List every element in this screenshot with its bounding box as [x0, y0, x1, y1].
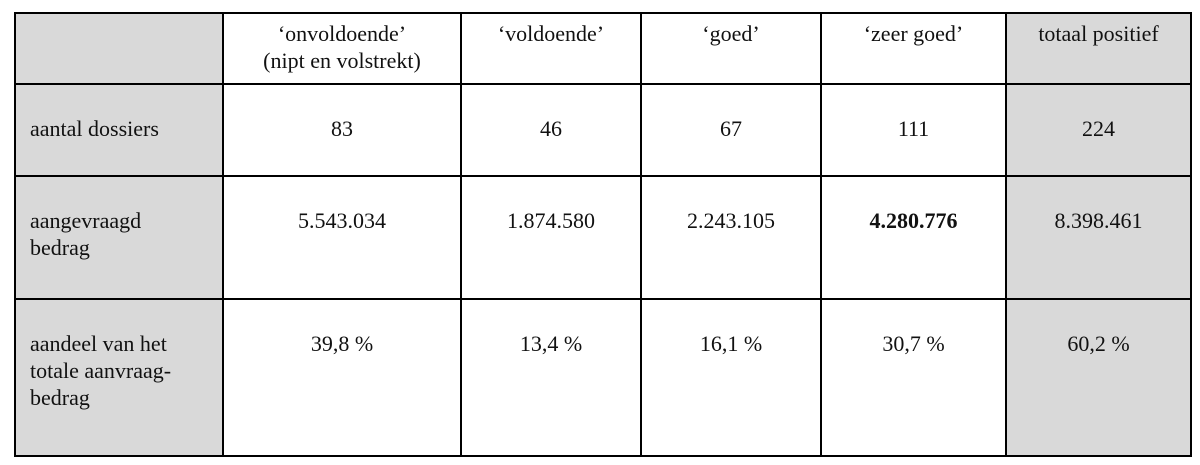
text-line: aandeel van het	[30, 331, 167, 356]
value-cell: 67	[640, 83, 822, 177]
row-label: aantal dossiers	[14, 83, 224, 177]
value-cell: 8.398.461	[1005, 175, 1192, 300]
text-line: ‘voldoende’	[497, 21, 605, 46]
value-cell: 1.874.580	[460, 175, 642, 300]
value-cell: 5.543.034	[222, 175, 462, 300]
value-cell: 60,2 %	[1005, 298, 1192, 457]
text-line: (nipt en volstrekt)	[263, 48, 421, 73]
value-cell: 83	[222, 83, 462, 177]
value-cell: 4.280.776	[820, 175, 1007, 300]
data-row: aangevraagd bedrag 5.543.034 1.874.580 2.243…	[14, 175, 1192, 300]
value-cell: 2.243.105	[640, 175, 822, 300]
value-cell: 16,1 %	[640, 298, 822, 457]
row-label: aangevraagd bedrag	[14, 175, 224, 300]
value-cell: 224	[1005, 83, 1192, 177]
text-line: aantal dossiers	[30, 116, 159, 141]
value-cell: 46	[460, 83, 642, 177]
value-cell: 30,7 %	[820, 298, 1007, 457]
value-cell: 111	[820, 83, 1007, 177]
value-cell: 39,8 %	[222, 298, 462, 457]
value-cell: 13,4 %	[460, 298, 642, 457]
row-label: aandeel van het totale aanvraag-bedrag	[14, 298, 224, 457]
corner-cell	[14, 12, 224, 85]
text-line: aangevraagd	[30, 208, 142, 233]
header-cell: ‘voldoende’	[460, 12, 642, 85]
text-line: ‘onvoldoende’	[277, 21, 407, 46]
header-cell: ‘onvoldoende’ (nipt en volstrekt)	[222, 12, 462, 85]
text-line: ‘zeer goed’	[863, 21, 964, 46]
text-line: bedrag	[30, 385, 90, 410]
text-line: bedrag	[30, 235, 90, 260]
header-cell: totaal positief	[1005, 12, 1192, 85]
header-row: ‘onvoldoende’ (nipt en volstrekt) ‘voldoen…	[14, 12, 1192, 85]
table-body: ‘onvoldoende’ (nipt en volstrekt) ‘voldoen…	[14, 12, 1192, 457]
text-line: totale aanvraag-	[30, 358, 172, 383]
header-cell: ‘zeer goed’	[820, 12, 1007, 85]
results-table: ‘onvoldoende’ (nipt en volstrekt) ‘voldoen…	[14, 12, 1192, 457]
text-line: ‘goed’	[702, 21, 760, 46]
data-row: aantal dossiers 83 46 67 111 224	[14, 83, 1192, 177]
data-row: aandeel van het totale aanvraag-bedrag 39,…	[14, 298, 1192, 457]
header-cell: ‘goed’	[640, 12, 822, 85]
text-line: totaal positief	[1038, 21, 1159, 46]
